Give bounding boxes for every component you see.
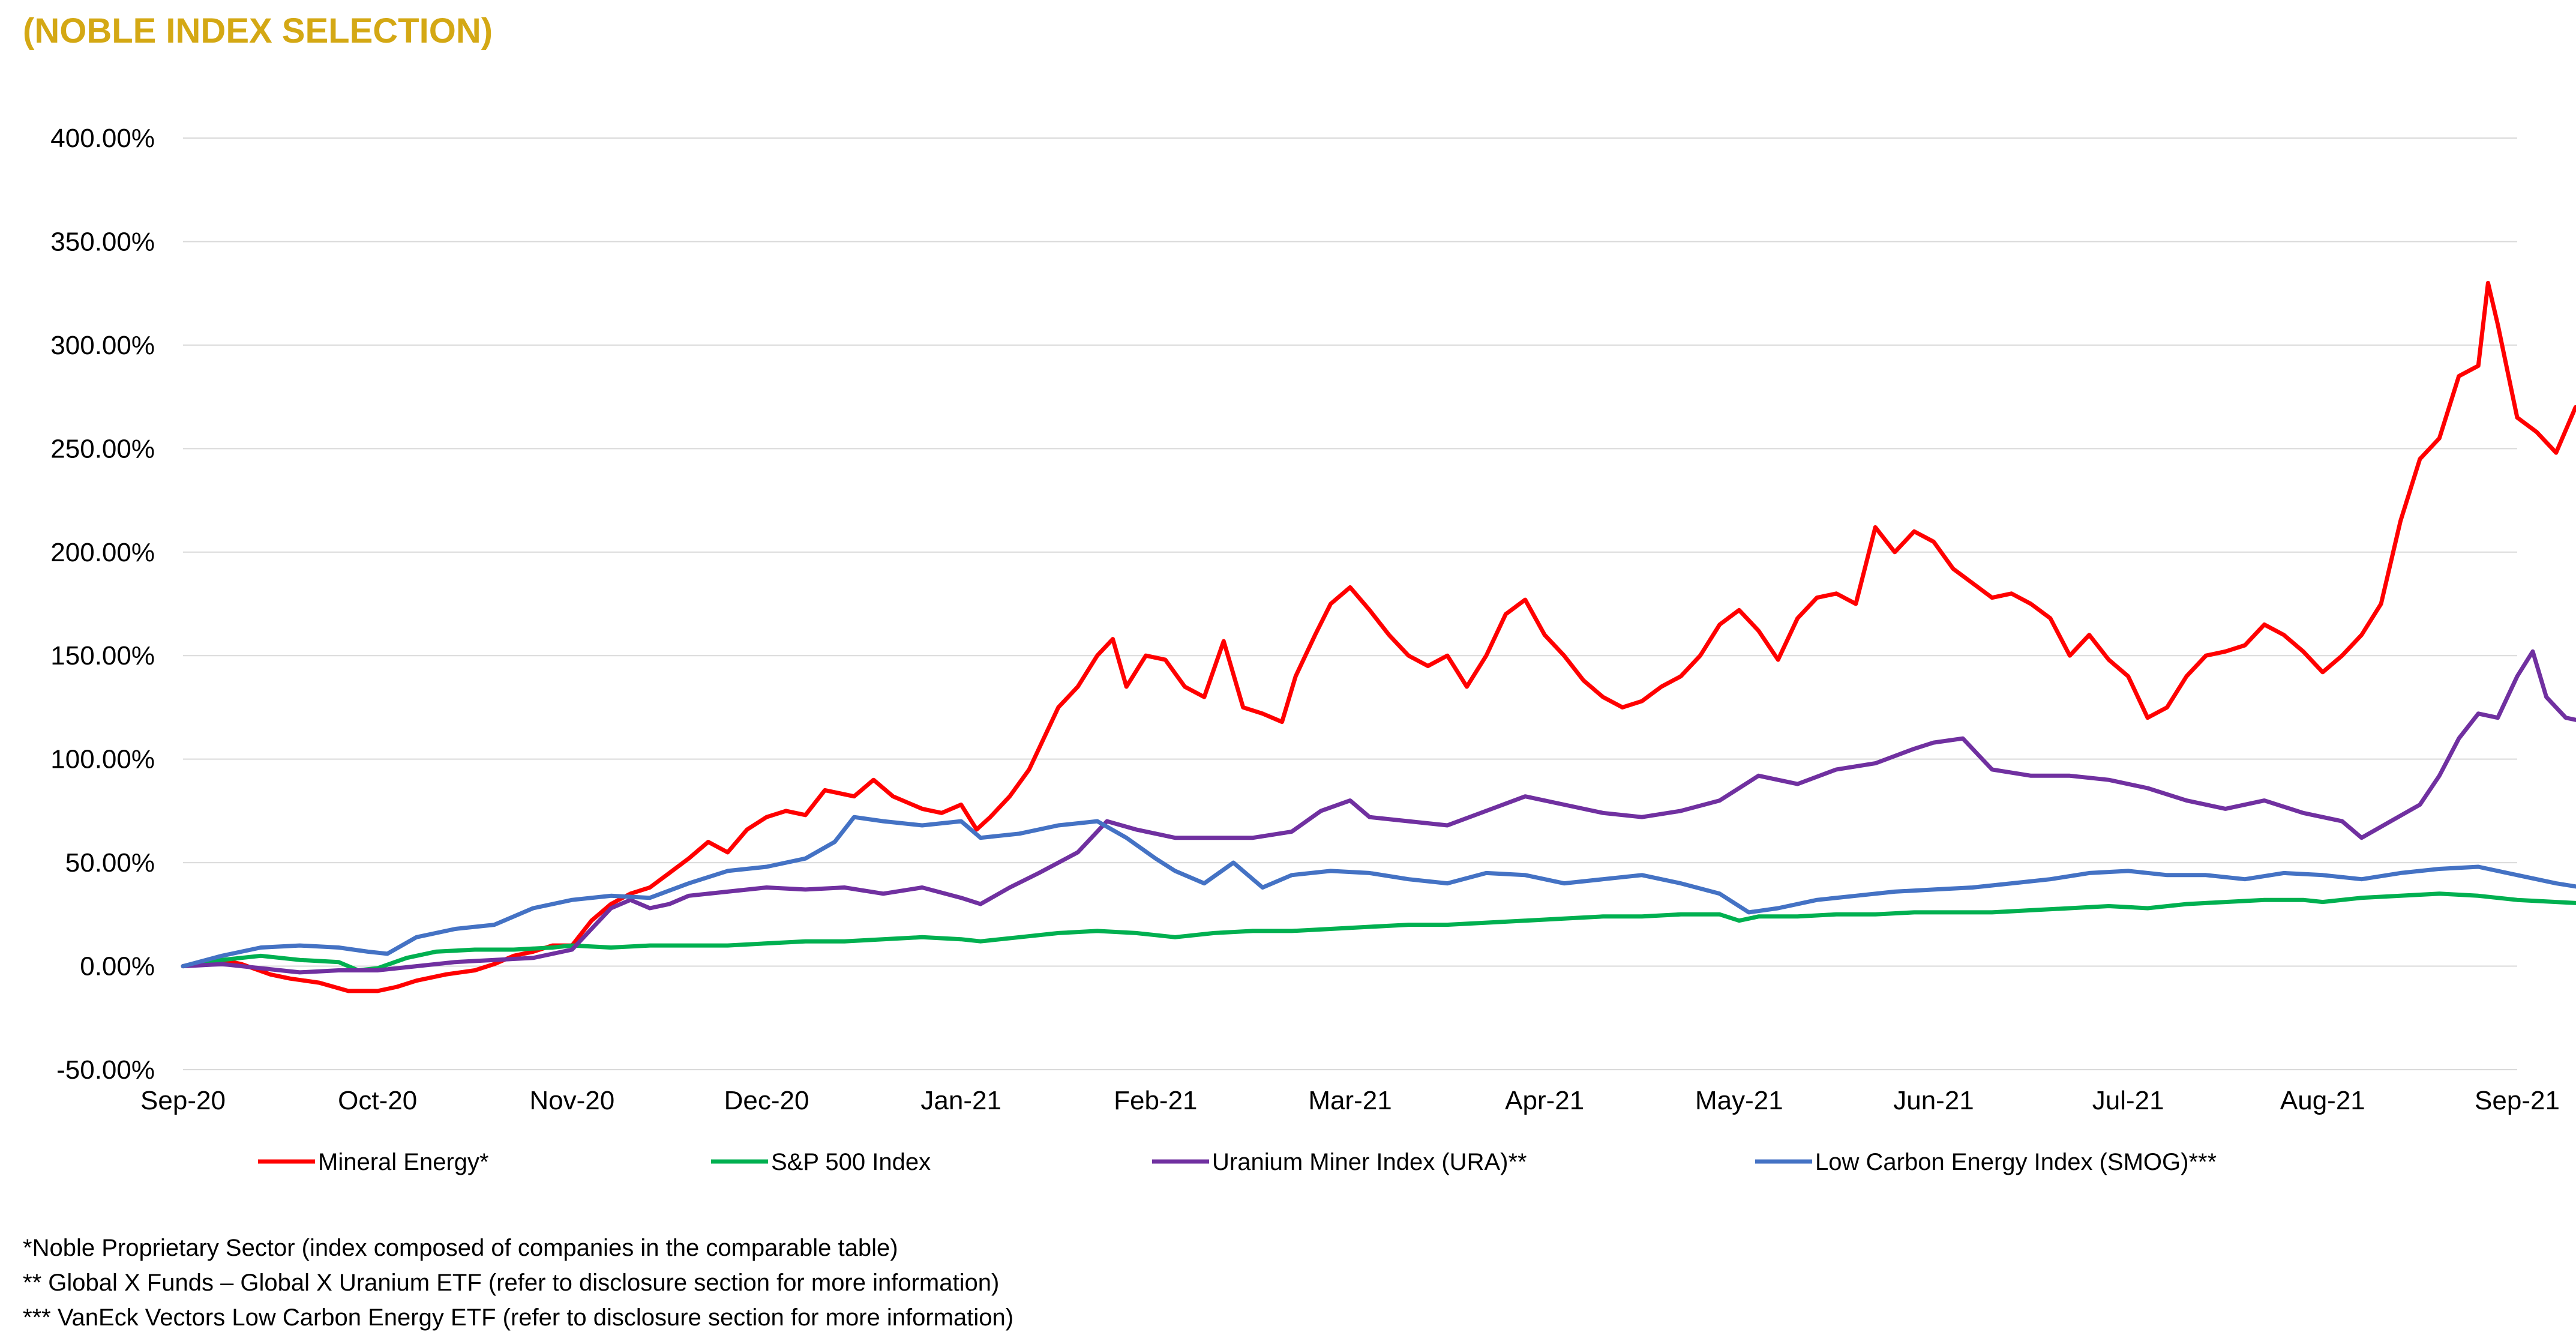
legend-label: S&P 500 Index [771,1149,931,1175]
page-title: (NOBLE INDEX SELECTION) [23,11,493,50]
y-tick-label: 400.00% [50,124,155,153]
x-tick-label: Sep-21 [2475,1086,2560,1115]
footnote: *Noble Proprietary Sector (index compose… [23,1235,898,1261]
x-tick-label: Apr-21 [1505,1086,1584,1115]
series-line [181,649,2576,975]
y-tick-label: 100.00% [50,745,155,774]
x-tick-label: Jan-21 [920,1086,1001,1115]
legend-label: Uranium Miner Index (URA)** [1212,1149,1527,1175]
series-line [181,815,2576,969]
x-tick-label: Nov-20 [529,1086,614,1115]
y-tick-label: 200.00% [50,538,155,567]
x-tick-label: Mar-21 [1308,1086,1392,1115]
x-tick-label: Oct-20 [338,1086,417,1115]
series-lines [181,280,2576,993]
x-tick-label: Aug-21 [2280,1086,2365,1115]
legend-label: Mineral Energy* [318,1149,489,1175]
legend-label: Low Carbon Energy Index (SMOG)*** [1815,1149,2217,1175]
x-tick-label: May-21 [1695,1086,1783,1115]
x-tick-label: Dec-20 [724,1086,809,1115]
grid-lines [183,137,2517,1070]
y-tick-label: 0.00% [80,952,155,981]
footnote: *** VanEck Vectors Low Carbon Energy ETF… [23,1304,1014,1331]
x-tick-label: Jun-21 [1893,1086,1974,1115]
y-tick-label: 350.00% [50,227,155,256]
series-line [181,891,2576,972]
x-tick-label: Jul-21 [2092,1086,2164,1115]
footnotes: *Noble Proprietary Sector (index compose… [23,1231,1013,1335]
y-tick-label: 300.00% [50,331,155,360]
footnote: ** Global X Funds – Global X Uranium ETF… [23,1270,1000,1296]
y-tick-label: 50.00% [65,848,155,878]
x-axis-labels: Sep-20 Oct-20 Nov-20 Dec-20 Jan-21 Feb-21 Mar-… [140,1086,2560,1115]
x-tick-label: Feb-21 [1114,1086,1197,1115]
y-tick-label: -50.00% [56,1055,155,1085]
series-line [181,280,2576,993]
legend: Mineral Energy* S&P 500 Index Uranium Mine… [258,1149,2217,1175]
x-tick-label: Sep-20 [140,1086,226,1115]
y-tick-label: 150.00% [50,641,155,671]
y-tick-label: 250.00% [50,434,155,463]
y-axis-labels: 400.00% 350.00% 300.00% 250.00% 200.00% 150.0… [50,124,155,1085]
